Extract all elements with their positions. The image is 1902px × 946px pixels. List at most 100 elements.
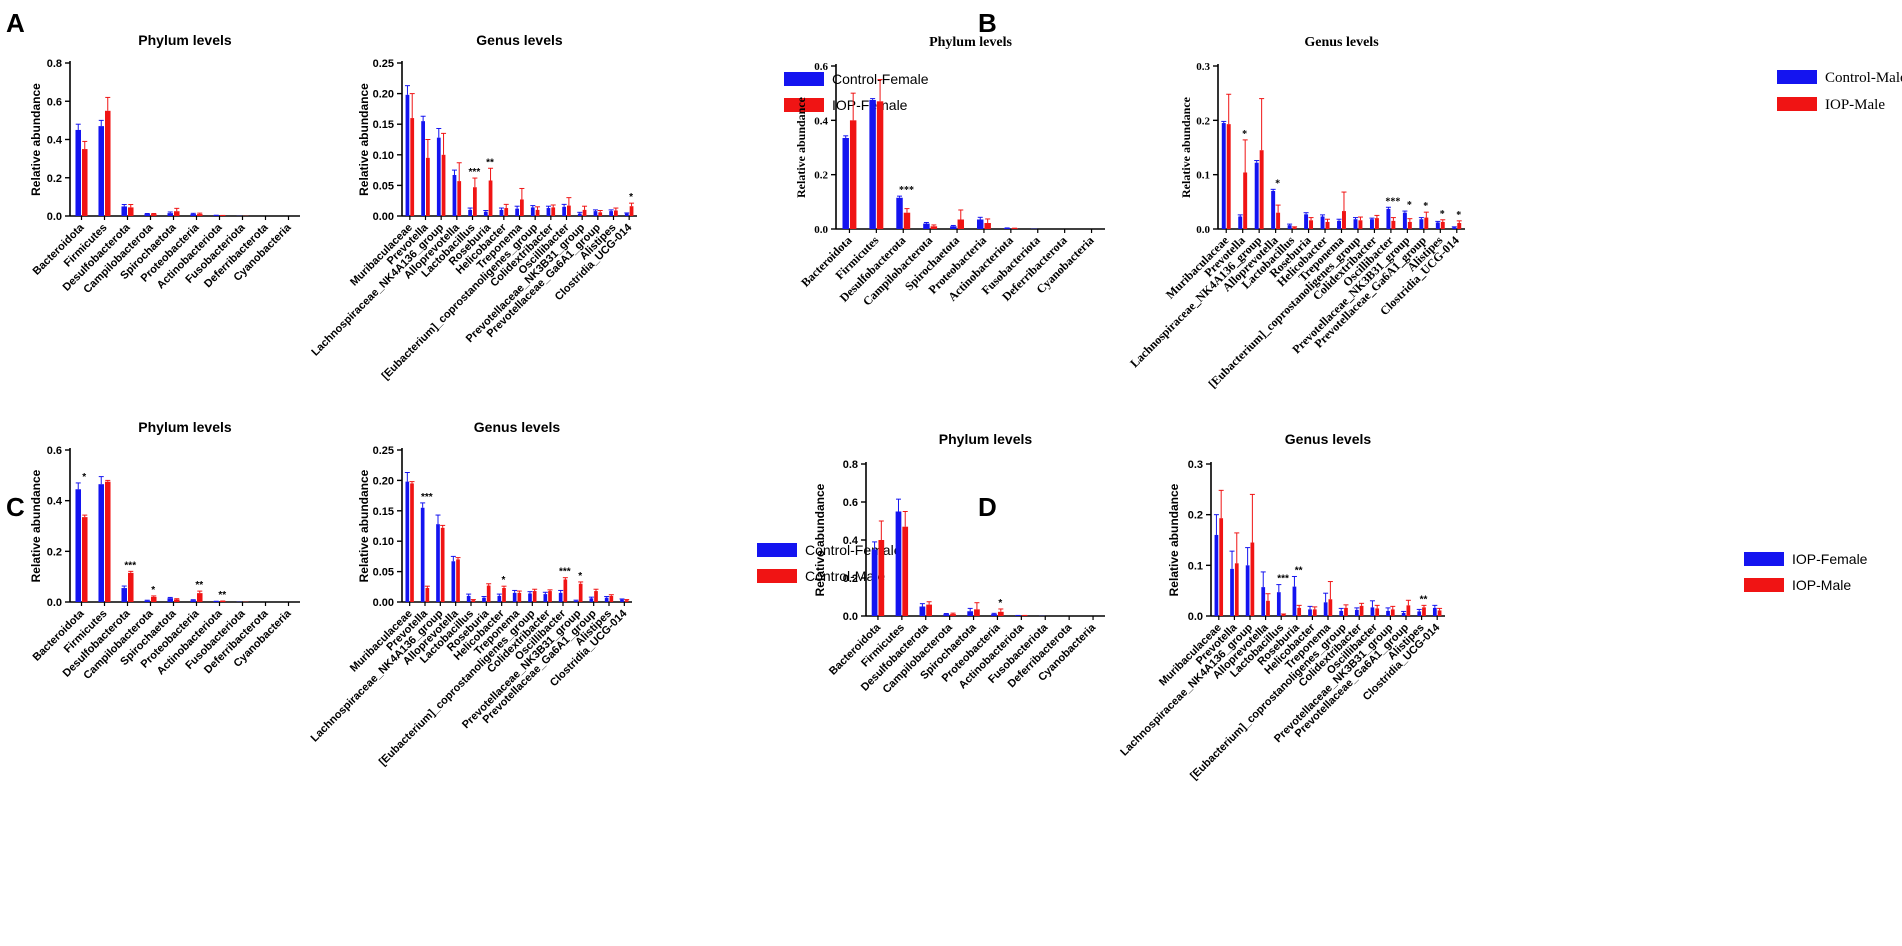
y-tick-label: 0.20 [373, 475, 394, 487]
bar [629, 206, 634, 216]
bar [483, 211, 488, 216]
bar [957, 219, 965, 229]
bar [991, 614, 997, 616]
legend-label-b-series-2: IOP-Male [1825, 97, 1885, 113]
y-axis-title: Relative abundance [1167, 483, 1181, 596]
legend-label-d-series-2: IOP-Male [1792, 577, 1851, 593]
bar [1386, 610, 1390, 616]
bar [488, 180, 493, 216]
bar [421, 121, 425, 216]
bar [1328, 599, 1333, 616]
chart-title: Genus levels [1304, 35, 1379, 50]
bar [75, 129, 81, 216]
bar [984, 223, 991, 229]
y-axis-title: Relative abundance [29, 469, 43, 582]
bar [562, 206, 566, 216]
chart-title: Genus levels [1285, 431, 1372, 447]
bar [1374, 218, 1379, 229]
chart-a-phylum: Phylum levels Relative abundance 0.0 0.2 0.4… [29, 32, 300, 296]
bar [1422, 607, 1426, 616]
legend-d: IOP-Female IOP-Male [1744, 551, 1868, 593]
bar [1325, 221, 1330, 229]
bar [530, 207, 535, 216]
bar [1245, 565, 1250, 616]
bar [1457, 223, 1462, 229]
significance-marker: * [82, 472, 86, 483]
bar [1230, 568, 1234, 616]
chart-c-genus: Genus levels Relative abundance 0.00 0.05 0.… [309, 419, 632, 768]
significance-marker: * [629, 192, 633, 203]
bar [609, 211, 613, 216]
bar [410, 483, 414, 602]
bar [457, 181, 462, 216]
bar [410, 118, 415, 216]
bar [919, 606, 926, 616]
bar [871, 549, 878, 616]
bar [75, 489, 81, 602]
bar [512, 592, 517, 602]
bar [190, 600, 196, 602]
significance-marker: * [1275, 178, 1280, 189]
bar [930, 226, 938, 229]
y-tick-label: 0.6 [47, 96, 62, 108]
y-tick-label: 0.8 [843, 459, 858, 471]
chart-title: Phylum levels [138, 419, 232, 435]
chart-a-genus: Genus levels Relative abundance 0.00 0.05 0.… [309, 32, 637, 382]
bar [624, 600, 629, 602]
bar [950, 226, 957, 229]
bar [1287, 225, 1292, 229]
bar [128, 572, 134, 602]
y-tick-label: 0.00 [373, 211, 394, 223]
chart-title: Phylum levels [138, 32, 232, 48]
bar [167, 598, 173, 602]
significance-marker: ** [486, 157, 494, 168]
bar [997, 611, 1004, 616]
bar [582, 209, 587, 216]
bar [1221, 123, 1226, 229]
y-tick-label: 0.0 [47, 211, 62, 223]
bar [902, 526, 909, 616]
bar [1011, 228, 1018, 229]
bar [1261, 587, 1266, 616]
bar [499, 209, 504, 216]
bar [624, 213, 629, 216]
y-tick-label: 0.1 [1196, 170, 1210, 182]
bar [515, 208, 519, 216]
bar [220, 601, 226, 602]
y-tick-label: 0.0 [1188, 611, 1203, 623]
bar [895, 511, 902, 616]
bar [1297, 607, 1302, 616]
bar [532, 591, 537, 602]
y-tick-label: 0.3 [1188, 459, 1203, 471]
y-axis-title: Relative abundance [357, 469, 371, 582]
bar [1214, 534, 1219, 616]
bar [1238, 216, 1243, 229]
chart-d-genus: Genus levels Relative abundance 0.0 0.1 0.2 0… [1118, 431, 1445, 782]
bar [950, 614, 956, 616]
legend-b: Control-Male IOP-Male [1777, 70, 1902, 113]
bar [593, 211, 598, 216]
bar [614, 210, 618, 216]
significance-marker: *** [421, 492, 433, 503]
bar [1304, 214, 1309, 229]
y-tick-label: 0.2 [47, 546, 62, 558]
legend-swatch-a-series-1 [784, 72, 824, 86]
y-tick-label: 0.8 [47, 58, 62, 70]
bar [420, 507, 425, 602]
y-axis-title: Relative abundance [29, 83, 43, 196]
y-tick-label: 0.05 [373, 180, 394, 192]
bar [197, 593, 203, 602]
y-tick-label: 0.4 [47, 496, 63, 508]
bar [1344, 607, 1348, 616]
significance-marker: *** [1277, 574, 1289, 585]
bar [567, 205, 571, 216]
bar [563, 579, 568, 602]
bar [174, 599, 180, 602]
bar [1390, 609, 1395, 616]
bar [1424, 217, 1429, 229]
bar [558, 592, 563, 602]
significance-marker: * [151, 585, 155, 596]
bar [452, 174, 457, 216]
y-axis-title: Relative abundance [357, 83, 371, 196]
